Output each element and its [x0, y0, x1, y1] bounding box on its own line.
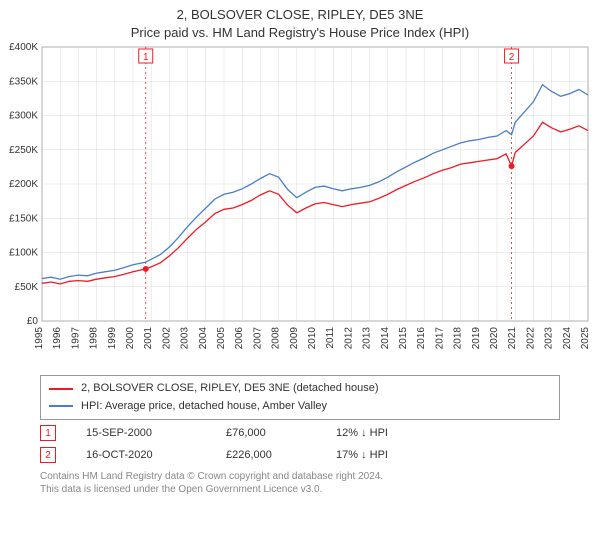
svg-text:2020: 2020 — [489, 327, 500, 350]
svg-text:2002: 2002 — [161, 327, 172, 350]
svg-text:2003: 2003 — [180, 327, 191, 350]
svg-text:£0: £0 — [27, 316, 39, 327]
sales-table: 1 15-SEP-2000 £76,000 12% ↓ HPI 2 16-OCT… — [40, 422, 560, 466]
svg-text:£50K: £50K — [15, 282, 39, 293]
svg-text:2004: 2004 — [198, 327, 209, 350]
svg-text:1999: 1999 — [107, 327, 118, 350]
svg-text:£100K: £100K — [9, 248, 38, 259]
svg-text:£150K: £150K — [9, 213, 38, 224]
sale-price: £76,000 — [226, 427, 306, 439]
svg-text:1995: 1995 — [34, 327, 45, 350]
legend-box: 2, BOLSOVER CLOSE, RIPLEY, DE5 3NE (deta… — [40, 375, 560, 420]
svg-text:£350K: £350K — [9, 76, 38, 87]
legend-row: HPI: Average price, detached house, Ambe… — [49, 398, 551, 416]
svg-text:2005: 2005 — [216, 327, 227, 350]
sale-date: 15-SEP-2000 — [86, 427, 196, 439]
svg-text:2012: 2012 — [343, 327, 354, 350]
svg-text:2015: 2015 — [398, 327, 409, 350]
svg-text:2025: 2025 — [580, 327, 591, 350]
legend-label: 2, BOLSOVER CLOSE, RIPLEY, DE5 3NE (deta… — [81, 380, 379, 398]
price-chart: £0 £50K £100K £150K £200K £250K £300K £350K £400… — [0, 41, 600, 371]
legend-swatch — [49, 388, 73, 390]
titles-block: 2, BOLSOVER CLOSE, RIPLEY, DE5 3NE Price… — [0, 0, 600, 41]
svg-text:1: 1 — [143, 52, 149, 63]
svg-text:2022: 2022 — [525, 327, 536, 350]
svg-text:2000: 2000 — [125, 327, 136, 350]
svg-text:2024: 2024 — [562, 327, 573, 350]
svg-text:2016: 2016 — [416, 327, 427, 350]
footer-line: This data is licensed under the Open Gov… — [40, 483, 560, 496]
footer-note: Contains HM Land Registry data © Crown c… — [40, 470, 560, 496]
svg-text:£200K: £200K — [9, 179, 38, 190]
sale-row: 2 16-OCT-2020 £226,000 17% ↓ HPI — [40, 444, 560, 466]
svg-text:2017: 2017 — [434, 327, 445, 350]
svg-text:£250K: £250K — [9, 145, 38, 156]
svg-text:2023: 2023 — [544, 327, 555, 350]
svg-text:1998: 1998 — [89, 327, 100, 350]
legend-label: HPI: Average price, detached house, Ambe… — [81, 398, 327, 416]
svg-text:2010: 2010 — [307, 327, 318, 350]
svg-text:2: 2 — [509, 52, 515, 63]
address-title: 2, BOLSOVER CLOSE, RIPLEY, DE5 3NE — [0, 6, 600, 24]
svg-text:2014: 2014 — [380, 327, 391, 350]
svg-text:£300K: £300K — [9, 111, 38, 122]
svg-text:2009: 2009 — [289, 327, 300, 350]
svg-text:£400K: £400K — [9, 42, 38, 53]
legend-swatch — [49, 405, 73, 407]
svg-text:2019: 2019 — [471, 327, 482, 350]
svg-text:1997: 1997 — [70, 327, 81, 350]
sale-hpi: 17% ↓ HPI — [336, 449, 388, 461]
footer-line: Contains HM Land Registry data © Crown c… — [40, 470, 560, 483]
svg-text:2011: 2011 — [325, 327, 336, 349]
sub-title: Price paid vs. HM Land Registry's House … — [0, 24, 600, 42]
sale-date: 16-OCT-2020 — [86, 449, 196, 461]
sale-badge: 2 — [40, 447, 56, 463]
svg-text:2013: 2013 — [362, 327, 373, 350]
svg-text:2008: 2008 — [271, 327, 282, 350]
legend-row: 2, BOLSOVER CLOSE, RIPLEY, DE5 3NE (deta… — [49, 380, 551, 398]
svg-text:2001: 2001 — [143, 327, 154, 350]
sale-badge: 1 — [40, 425, 56, 441]
svg-text:1996: 1996 — [52, 327, 63, 350]
sale-hpi: 12% ↓ HPI — [336, 427, 388, 439]
svg-text:2006: 2006 — [234, 327, 245, 350]
sale-price: £226,000 — [226, 449, 306, 461]
sale-row: 1 15-SEP-2000 £76,000 12% ↓ HPI — [40, 422, 560, 444]
svg-text:2021: 2021 — [507, 327, 518, 350]
svg-text:2007: 2007 — [252, 327, 263, 350]
svg-text:2018: 2018 — [453, 327, 464, 350]
